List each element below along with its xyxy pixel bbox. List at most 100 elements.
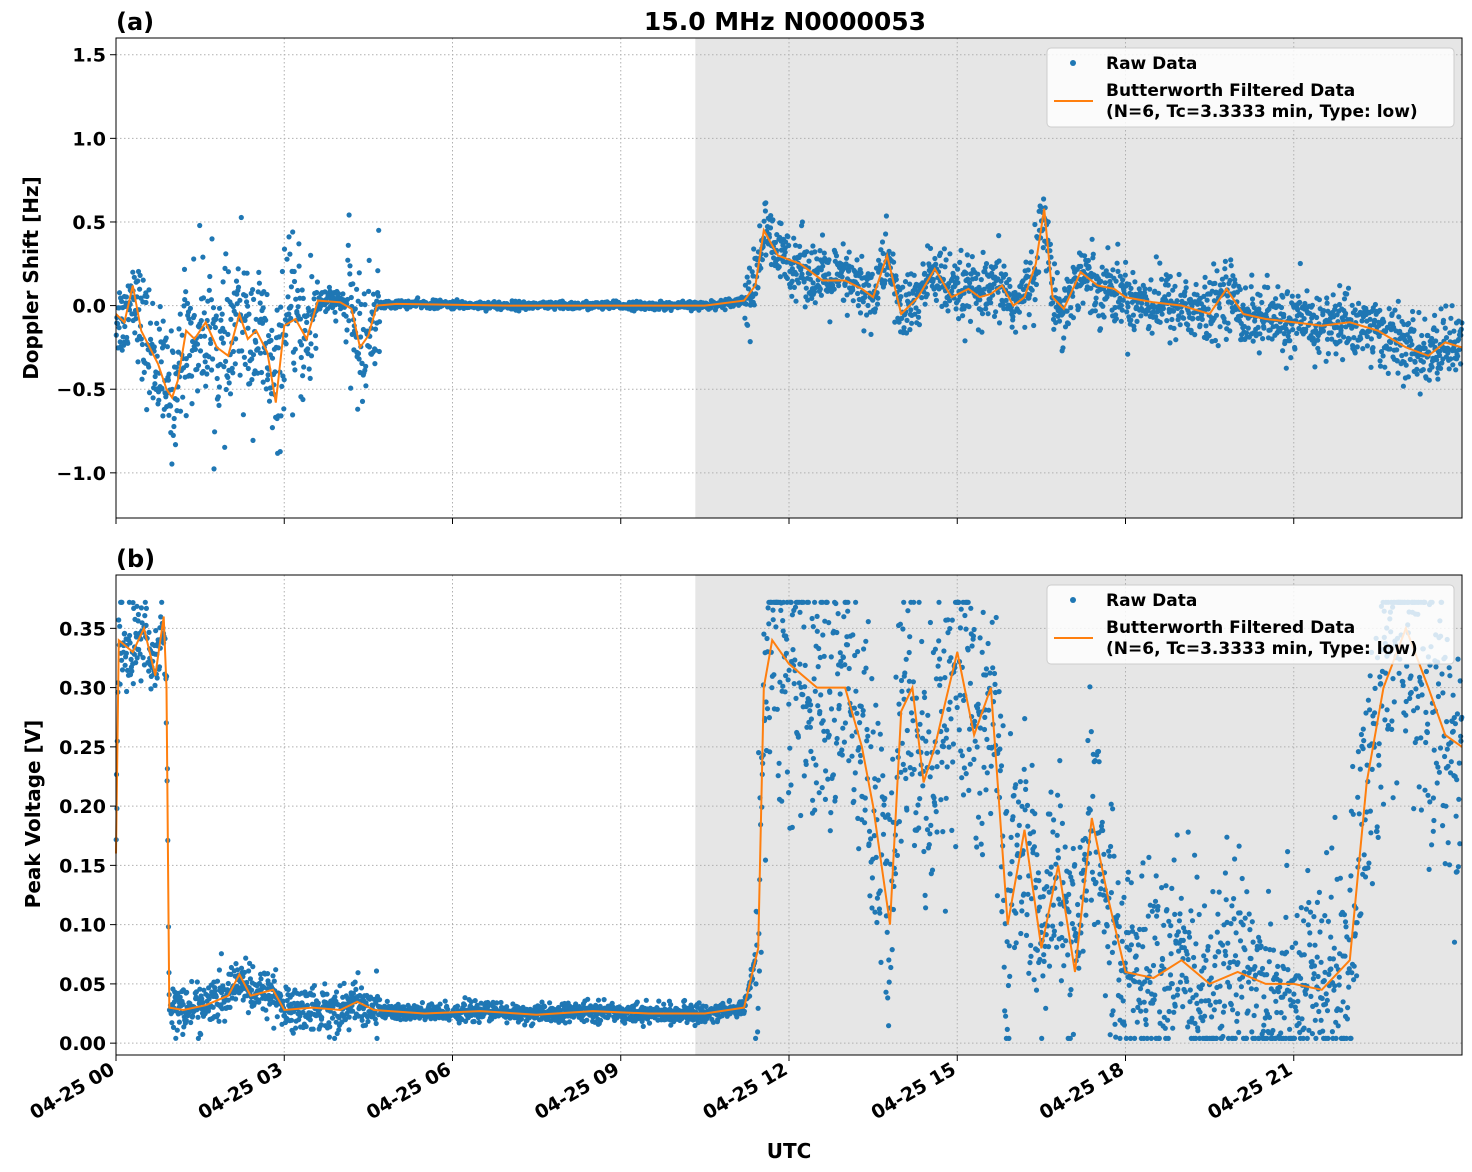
raw-data-point xyxy=(922,301,928,307)
raw-data-point xyxy=(1414,371,1420,377)
raw-data-point xyxy=(1181,293,1188,299)
raw-data-point xyxy=(301,364,307,370)
raw-data-point xyxy=(890,251,896,257)
raw-data-point xyxy=(1149,330,1155,336)
raw-data-point xyxy=(189,978,195,985)
raw-data-point xyxy=(1298,312,1304,318)
raw-data-point xyxy=(266,398,273,404)
raw-data-point xyxy=(643,997,649,1003)
raw-data-point xyxy=(1172,283,1178,289)
raw-data-point xyxy=(119,298,125,304)
raw-data-point xyxy=(374,1035,380,1041)
raw-data-point xyxy=(1193,281,1199,288)
raw-data-point xyxy=(1241,323,1247,330)
raw-data-point xyxy=(812,599,818,605)
raw-data-point xyxy=(1085,257,1091,264)
raw-data-point xyxy=(812,807,818,813)
raw-data-point xyxy=(263,386,269,392)
raw-data-point xyxy=(256,999,262,1005)
raw-data-point xyxy=(1032,297,1038,303)
raw-data-point xyxy=(988,300,994,306)
raw-data-point xyxy=(230,370,236,376)
raw-data-point xyxy=(862,294,868,300)
raw-data-point xyxy=(306,366,312,372)
raw-data-point xyxy=(119,347,125,353)
raw-data-point xyxy=(264,1016,270,1022)
raw-data-point xyxy=(795,734,802,740)
raw-data-point xyxy=(1397,328,1403,334)
raw-data-point xyxy=(243,955,249,961)
raw-data-point xyxy=(345,257,351,263)
raw-data-point xyxy=(215,1012,221,1018)
raw-data-point xyxy=(1181,315,1187,321)
raw-data-point xyxy=(810,280,816,286)
raw-data-point xyxy=(791,235,797,241)
raw-data-point xyxy=(358,985,365,991)
raw-data-point xyxy=(1412,359,1418,365)
raw-data-point xyxy=(1120,297,1126,303)
raw-data-point xyxy=(1036,269,1042,275)
raw-data-point xyxy=(202,333,208,339)
raw-data-point xyxy=(359,398,366,404)
raw-data-point xyxy=(146,287,152,293)
raw-data-point xyxy=(1217,324,1223,330)
raw-data-point xyxy=(304,312,310,319)
raw-data-point xyxy=(996,233,1002,239)
raw-data-point xyxy=(1340,357,1346,363)
raw-data-point xyxy=(780,683,786,689)
raw-data-point xyxy=(366,257,372,263)
raw-data-point xyxy=(250,964,256,970)
raw-data-point xyxy=(124,688,130,695)
raw-data-point xyxy=(1284,289,1291,295)
raw-data-point xyxy=(143,299,149,306)
raw-data-point xyxy=(1332,303,1339,309)
raw-data-point xyxy=(920,280,926,286)
raw-data-point xyxy=(778,220,784,227)
raw-data-point xyxy=(682,997,688,1004)
raw-data-point xyxy=(943,302,949,308)
raw-data-point xyxy=(883,213,890,219)
y-tick-label: −1.0 xyxy=(56,463,106,485)
raw-data-point xyxy=(1447,330,1453,336)
raw-data-point xyxy=(744,274,750,280)
raw-data-point xyxy=(1115,268,1121,274)
raw-data-point xyxy=(211,466,217,472)
raw-data-point xyxy=(169,461,175,467)
raw-data-point xyxy=(222,1018,228,1024)
raw-data-point xyxy=(1040,245,1046,251)
raw-data-point xyxy=(1301,316,1307,322)
raw-data-point xyxy=(207,273,213,280)
raw-data-point xyxy=(1312,364,1318,370)
raw-data-point xyxy=(159,385,165,391)
raw-data-point xyxy=(799,219,806,225)
raw-data-point xyxy=(171,415,177,422)
raw-data-point xyxy=(1419,332,1425,339)
raw-data-point xyxy=(1399,353,1405,359)
raw-data-point xyxy=(116,290,123,296)
raw-data-point xyxy=(239,348,245,354)
raw-data-point xyxy=(1125,351,1131,357)
raw-data-point xyxy=(122,630,128,637)
raw-data-point xyxy=(135,359,141,365)
raw-data-point xyxy=(1220,281,1227,287)
raw-data-point xyxy=(304,319,310,325)
raw-data-point xyxy=(150,300,156,306)
raw-data-point xyxy=(827,828,833,834)
raw-data-point xyxy=(788,782,794,788)
raw-data-point xyxy=(964,252,970,258)
raw-data-point xyxy=(1448,315,1454,321)
raw-data-point xyxy=(803,285,809,291)
raw-data-point xyxy=(373,968,380,974)
raw-data-point xyxy=(930,276,936,283)
raw-data-point xyxy=(133,660,139,666)
raw-data-point xyxy=(138,605,144,611)
raw-data-point xyxy=(1130,269,1136,276)
raw-data-point xyxy=(979,329,985,335)
raw-data-point xyxy=(195,388,201,394)
raw-data-point xyxy=(1150,309,1156,315)
raw-data-point xyxy=(978,277,984,283)
raw-data-point xyxy=(269,327,275,333)
raw-data-point xyxy=(1068,305,1074,311)
raw-data-point xyxy=(288,1017,295,1023)
raw-data-point xyxy=(1249,272,1255,278)
